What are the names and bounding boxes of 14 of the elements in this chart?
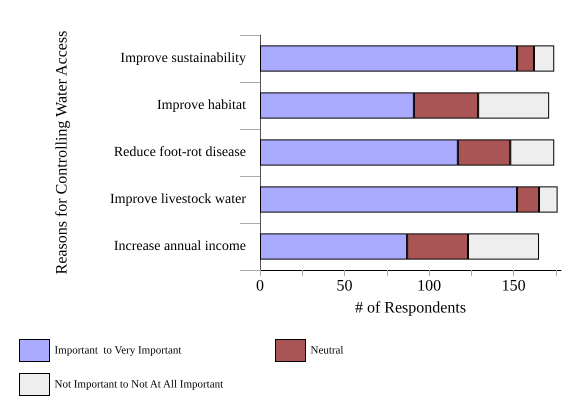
- legend-label: Not Important to Not At All Important: [54, 378, 224, 390]
- y-tick-label: Improve habitat: [156, 98, 246, 113]
- x-tick-label: 100: [417, 278, 442, 294]
- x-tick-label: 150: [502, 278, 526, 294]
- x-axis-title: # of Respondents: [354, 300, 466, 316]
- legend-label: Neutral: [310, 344, 344, 356]
- x-tick-label: 0: [256, 278, 264, 294]
- y-tick-label: Increase annual income: [114, 239, 246, 254]
- legend-label: Important to Very Important: [54, 344, 182, 356]
- y-tick-label: Improve livestock water: [110, 192, 246, 207]
- y-axis-title: Reasons for Controlling Water Access: [54, 30, 70, 274]
- y-tick-label: Improve sustainability: [120, 51, 246, 66]
- y-tick-label: Reduce foot-rot disease: [114, 145, 246, 160]
- x-tick-label: 50: [336, 278, 353, 294]
